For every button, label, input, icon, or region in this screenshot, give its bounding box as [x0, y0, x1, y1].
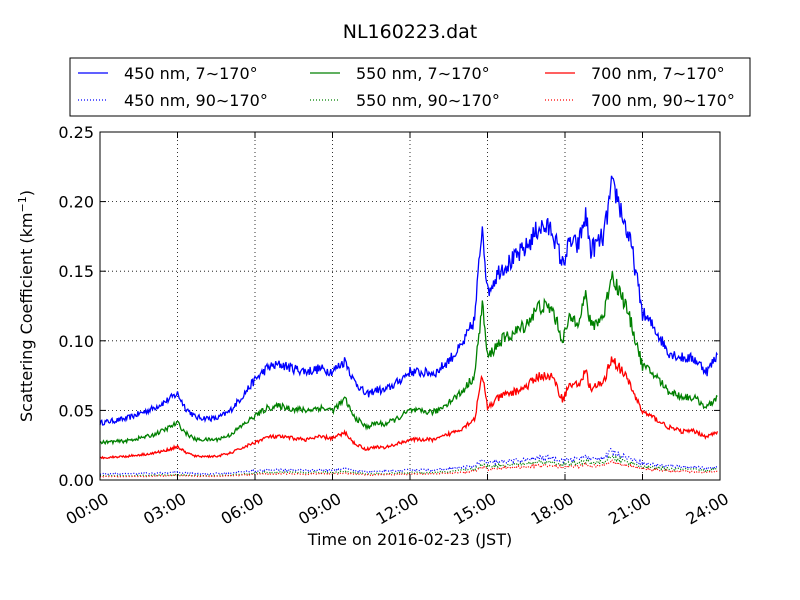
series-line-5 — [99, 458, 718, 478]
chart-title: NL160223.dat — [343, 21, 478, 43]
y-tick-label: 0.10 — [58, 332, 94, 351]
x-tick-label: 03:00 — [140, 489, 189, 529]
x-tick-label: 06:00 — [218, 489, 267, 529]
x-axis-label: Time on 2016-02-23 (JST) — [307, 530, 512, 549]
legend-label-4: 700 nm, 7∼170° — [591, 64, 725, 83]
series-lines — [99, 175, 719, 478]
legend-label-2: 550 nm, 7∼170° — [356, 64, 490, 83]
y-tick-label: 0.05 — [58, 401, 94, 420]
series-line-0 — [99, 175, 718, 426]
x-tick-label: 00:00 — [63, 489, 112, 529]
legend-box — [69, 57, 751, 117]
y-axis-label-close: ) — [17, 190, 36, 196]
y-axis-label-superscript: −1 — [16, 196, 29, 212]
x-tick-label: 12:00 — [373, 489, 422, 529]
y-tick-label: 0.25 — [58, 123, 94, 142]
legend-label-0: 450 nm, 7∼170° — [124, 64, 258, 83]
y-tick-label: 0.00 — [58, 471, 94, 490]
x-tick-label: 09:00 — [295, 489, 344, 529]
legend-label-1: 450 nm, 90∼170° — [124, 91, 268, 110]
y-axis-label: Scattering Coefficient (km−1) — [16, 190, 36, 422]
x-tick-label: 15:00 — [450, 489, 499, 529]
legend-label-5: 700 nm, 90∼170° — [591, 91, 735, 110]
y-axis-label-text: Scattering Coefficient (km — [17, 212, 36, 422]
series-line-3 — [99, 454, 718, 477]
x-tick-label: 24:00 — [683, 489, 732, 529]
series-line-1 — [99, 447, 718, 476]
x-tick-label: 18:00 — [528, 489, 577, 529]
series-line-2 — [99, 271, 718, 446]
x-tick-label: 21:00 — [605, 489, 654, 529]
y-tick-label: 0.15 — [58, 262, 94, 281]
legend-label-3: 550 nm, 90∼170° — [356, 91, 500, 110]
y-tick-label: 0.20 — [58, 193, 94, 212]
legend: 450 nm, 7∼170° 450 nm, 90∼170° 550 nm, 7∼1… — [69, 57, 751, 117]
grid — [100, 132, 720, 480]
series-line-4 — [99, 356, 719, 460]
